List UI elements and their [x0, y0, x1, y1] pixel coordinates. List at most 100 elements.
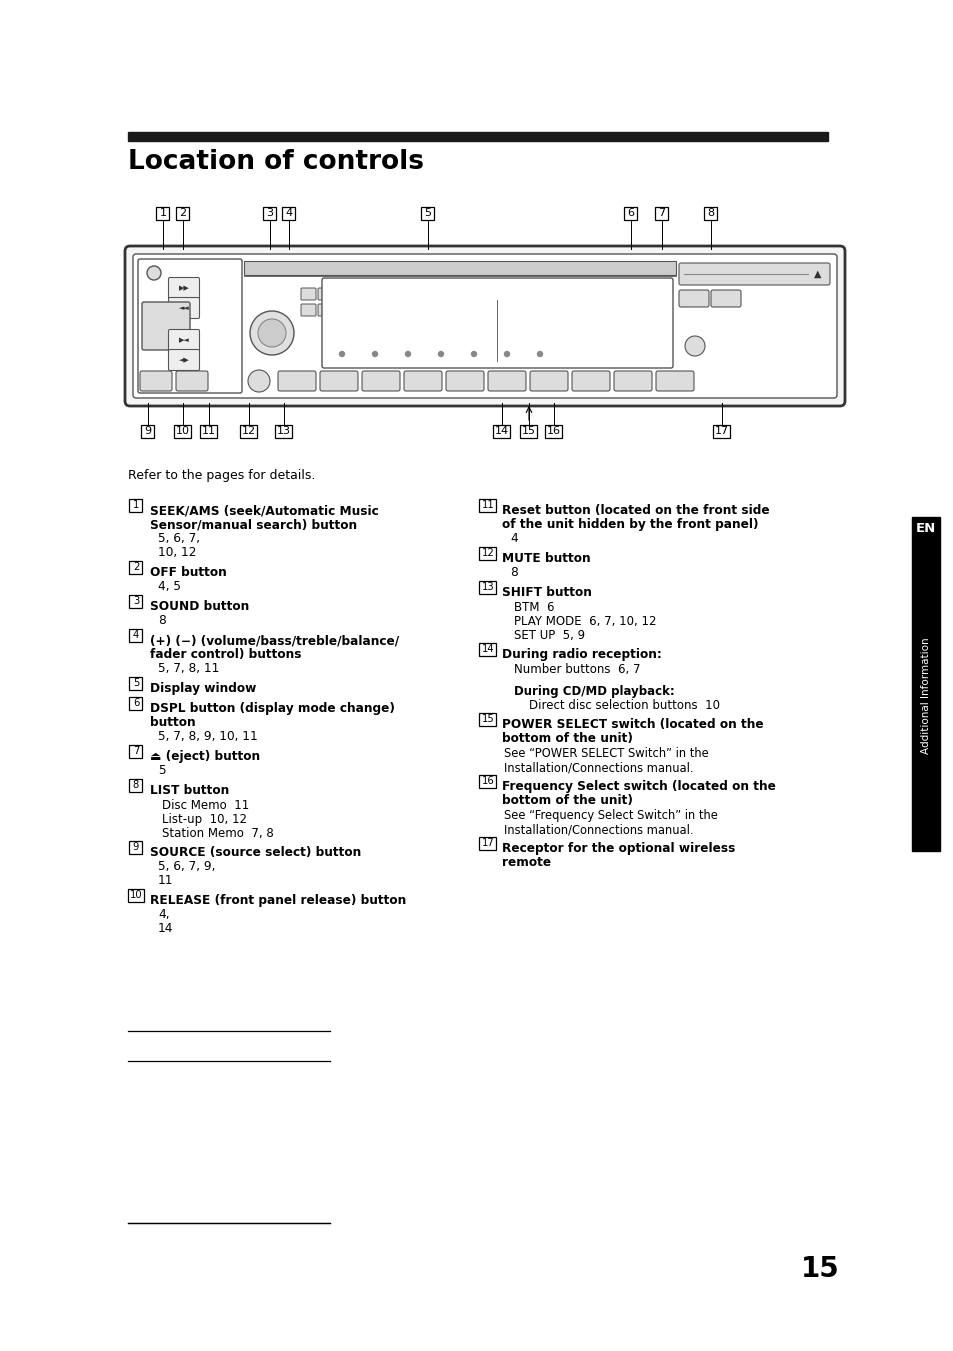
FancyBboxPatch shape — [545, 424, 562, 438]
Text: See “Frequency Select Switch” in the: See “Frequency Select Switch” in the — [503, 809, 717, 823]
FancyBboxPatch shape — [479, 499, 496, 512]
Bar — [911, 540, 939, 851]
FancyBboxPatch shape — [317, 288, 333, 300]
FancyBboxPatch shape — [125, 246, 844, 407]
FancyBboxPatch shape — [317, 304, 333, 316]
Text: Frequency Select switch (located on the: Frequency Select switch (located on the — [501, 781, 775, 793]
Text: 5, 7, 8, 11: 5, 7, 8, 11 — [158, 662, 219, 676]
FancyBboxPatch shape — [128, 889, 144, 901]
Circle shape — [405, 351, 410, 357]
FancyBboxPatch shape — [130, 677, 142, 689]
FancyBboxPatch shape — [200, 424, 217, 438]
FancyBboxPatch shape — [130, 594, 142, 608]
FancyBboxPatch shape — [130, 499, 142, 512]
Text: 9: 9 — [132, 842, 139, 852]
Bar — [244, 261, 676, 276]
Text: remote: remote — [501, 857, 551, 870]
Text: RELEASE (front panel release) button: RELEASE (front panel release) button — [150, 894, 406, 907]
Text: SOURCE (source select) button: SOURCE (source select) button — [150, 846, 361, 859]
Circle shape — [372, 351, 377, 357]
Text: Station Memo  7, 8: Station Memo 7, 8 — [162, 827, 274, 840]
Text: 1: 1 — [132, 500, 139, 509]
Text: 14: 14 — [481, 644, 494, 654]
Circle shape — [339, 351, 344, 357]
Text: 10: 10 — [175, 426, 190, 436]
Text: See “POWER SELECT Switch” in the: See “POWER SELECT Switch” in the — [503, 747, 708, 761]
FancyBboxPatch shape — [614, 372, 651, 390]
Bar — [128, 132, 827, 141]
FancyBboxPatch shape — [141, 424, 154, 438]
Text: 17: 17 — [714, 426, 728, 436]
FancyBboxPatch shape — [520, 424, 537, 438]
Text: 4: 4 — [285, 208, 293, 218]
FancyBboxPatch shape — [403, 372, 441, 390]
Text: Installation/Connections manual.: Installation/Connections manual. — [503, 762, 693, 774]
Text: 4,: 4, — [158, 908, 170, 921]
FancyBboxPatch shape — [140, 372, 172, 390]
Text: 5: 5 — [132, 678, 139, 688]
FancyBboxPatch shape — [169, 297, 199, 319]
Text: 5: 5 — [158, 765, 166, 777]
FancyBboxPatch shape — [132, 254, 836, 399]
FancyBboxPatch shape — [703, 207, 717, 219]
Text: Location of controls: Location of controls — [128, 149, 423, 176]
Text: 12: 12 — [242, 426, 255, 436]
Text: OFF button: OFF button — [150, 566, 227, 580]
FancyBboxPatch shape — [479, 547, 496, 559]
Bar — [911, 517, 939, 540]
FancyBboxPatch shape — [301, 288, 315, 300]
Text: button: button — [150, 716, 195, 730]
Text: SET UP  5, 9: SET UP 5, 9 — [514, 630, 584, 642]
FancyBboxPatch shape — [493, 424, 510, 438]
Text: 2: 2 — [179, 208, 187, 218]
Text: of the unit hidden by the front panel): of the unit hidden by the front panel) — [501, 517, 758, 531]
Text: Additional Information: Additional Information — [920, 638, 930, 754]
FancyBboxPatch shape — [240, 424, 257, 438]
FancyBboxPatch shape — [169, 350, 199, 370]
FancyBboxPatch shape — [479, 836, 496, 850]
FancyBboxPatch shape — [142, 303, 190, 350]
Text: 4, 5: 4, 5 — [158, 580, 181, 593]
Text: During radio reception:: During radio reception: — [501, 648, 661, 661]
Text: 7: 7 — [132, 746, 139, 757]
FancyBboxPatch shape — [277, 372, 315, 390]
Text: Direct disc selection buttons  10: Direct disc selection buttons 10 — [514, 700, 720, 712]
FancyBboxPatch shape — [130, 561, 142, 574]
Text: Number buttons  6, 7: Number buttons 6, 7 — [514, 663, 639, 676]
FancyBboxPatch shape — [130, 744, 142, 758]
Text: 8: 8 — [158, 613, 166, 627]
Text: 14: 14 — [158, 921, 173, 935]
FancyBboxPatch shape — [479, 643, 496, 655]
FancyBboxPatch shape — [169, 330, 199, 350]
FancyBboxPatch shape — [275, 424, 293, 438]
FancyBboxPatch shape — [655, 207, 668, 219]
Text: 6: 6 — [627, 208, 634, 218]
Text: ▲: ▲ — [814, 269, 821, 280]
Text: 3: 3 — [132, 596, 139, 607]
Text: Disc Memo  11: Disc Memo 11 — [162, 798, 249, 812]
FancyBboxPatch shape — [679, 263, 829, 285]
FancyBboxPatch shape — [301, 304, 315, 316]
Text: 15: 15 — [521, 426, 536, 436]
Text: 11: 11 — [202, 426, 215, 436]
FancyBboxPatch shape — [176, 207, 190, 219]
Text: (+) (−) (volume/bass/treble/balance/: (+) (−) (volume/bass/treble/balance/ — [150, 634, 398, 647]
FancyBboxPatch shape — [488, 372, 525, 390]
FancyBboxPatch shape — [713, 424, 730, 438]
Text: 4: 4 — [510, 532, 517, 544]
Text: 1: 1 — [159, 208, 167, 218]
Circle shape — [250, 311, 294, 355]
FancyBboxPatch shape — [710, 290, 740, 307]
Circle shape — [504, 351, 509, 357]
Text: Display window: Display window — [150, 682, 256, 694]
Text: 10, 12: 10, 12 — [158, 546, 196, 559]
Text: MUTE button: MUTE button — [501, 553, 590, 565]
Text: Receptor for the optional wireless: Receptor for the optional wireless — [501, 843, 735, 855]
Text: 3: 3 — [266, 208, 274, 218]
Text: 16: 16 — [481, 777, 494, 786]
Text: 8: 8 — [707, 208, 714, 218]
Text: 5, 6, 7, 9,: 5, 6, 7, 9, — [158, 861, 215, 873]
Text: 9: 9 — [144, 426, 152, 436]
FancyBboxPatch shape — [130, 628, 142, 642]
FancyBboxPatch shape — [479, 775, 496, 788]
